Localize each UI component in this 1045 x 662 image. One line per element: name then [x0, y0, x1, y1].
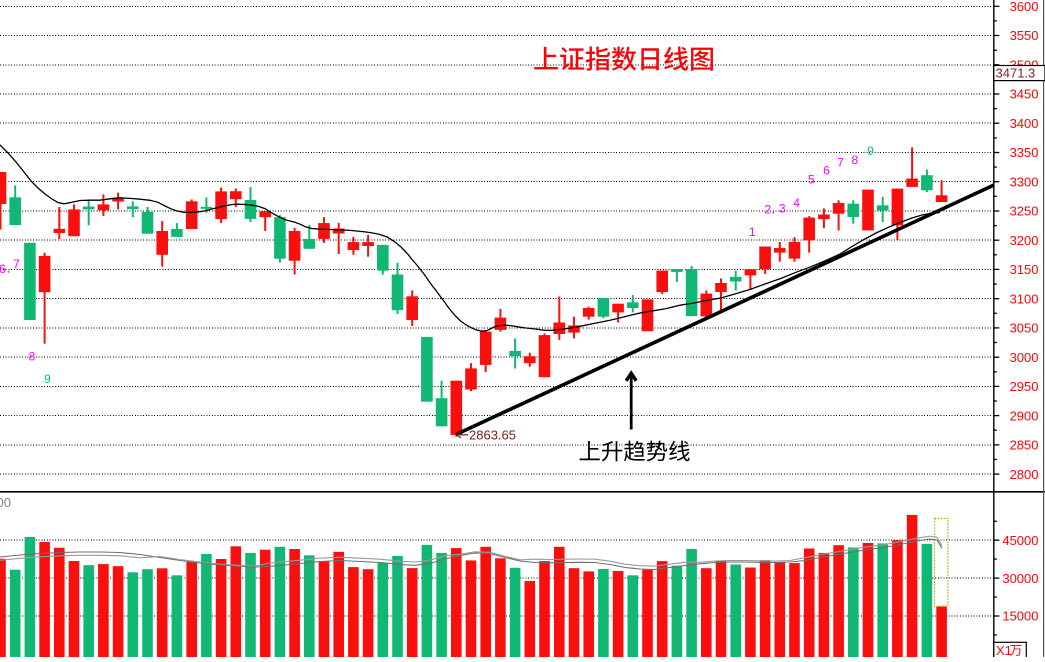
svg-text:3400: 3400 [1010, 116, 1039, 131]
svg-text:3350: 3350 [1010, 145, 1039, 160]
svg-text:3471.3: 3471.3 [996, 66, 1036, 81]
svg-text:9: 9 [44, 372, 51, 386]
svg-text:9: 9 [867, 144, 874, 158]
svg-text:15000: 15000 [1002, 609, 1038, 624]
svg-text:3300: 3300 [1010, 174, 1039, 189]
svg-text:4: 4 [793, 196, 800, 210]
svg-text:6: 6 [0, 262, 6, 276]
svg-text:2800: 2800 [1010, 467, 1039, 482]
svg-text:1: 1 [749, 225, 756, 239]
svg-text:8: 8 [29, 349, 36, 363]
svg-text:3: 3 [779, 202, 786, 216]
svg-text:2: 2 [764, 203, 771, 217]
svg-text:7: 7 [13, 257, 20, 271]
svg-text:X1: X1 [996, 643, 1012, 657]
svg-text:60000: 60000 [0, 495, 11, 510]
svg-text:3000: 3000 [1010, 350, 1039, 365]
svg-text:3050: 3050 [1010, 321, 1039, 336]
svg-text:30000: 30000 [1002, 571, 1038, 586]
svg-text:2850: 2850 [1010, 438, 1039, 453]
svg-text:3600: 3600 [1010, 0, 1039, 14]
svg-text:45000: 45000 [1002, 533, 1038, 548]
svg-text:3100: 3100 [1010, 291, 1039, 306]
svg-text:3200: 3200 [1010, 233, 1039, 248]
svg-text:5: 5 [808, 173, 815, 187]
svg-text:7: 7 [837, 155, 844, 169]
svg-text:3250: 3250 [1010, 204, 1039, 219]
svg-text:2950: 2950 [1010, 379, 1039, 394]
svg-text:8: 8 [852, 153, 859, 167]
svg-text:3550: 3550 [1010, 28, 1039, 43]
svg-text:2863.65: 2863.65 [469, 428, 516, 443]
svg-text:3450: 3450 [1010, 87, 1039, 102]
svg-text:6: 6 [823, 163, 830, 177]
svg-text:2900: 2900 [1010, 408, 1039, 423]
svg-text:3150: 3150 [1010, 262, 1039, 277]
